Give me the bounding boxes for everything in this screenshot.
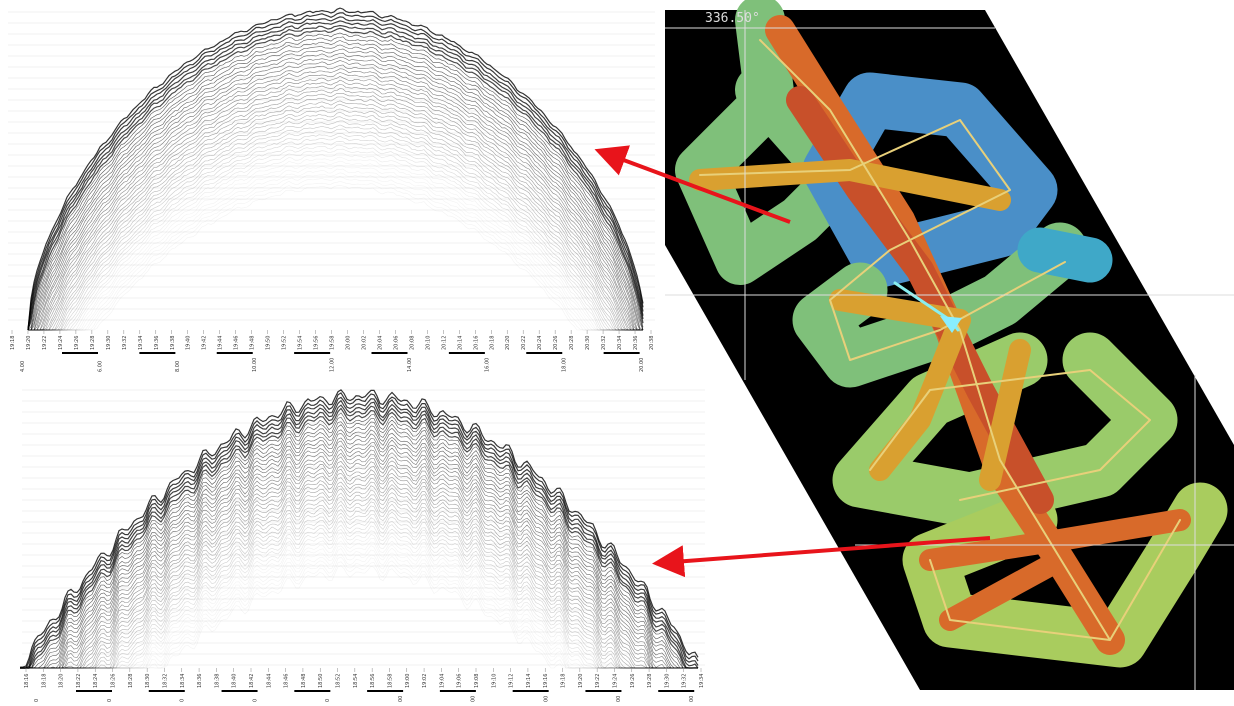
distance-label: 12.00 [330,358,336,372]
time-label: 18:32 [162,674,168,688]
distance-label: 6.00 [97,361,103,372]
time-label: 19:08 [474,674,480,688]
time-label: 20:12 [441,336,447,350]
time-label: 20:06 [393,336,399,350]
distance-label: 20.00 [639,358,645,372]
time-label: 18:22 [76,674,82,688]
distance-label: 18.00 [562,358,568,372]
time-label: 19:22 [42,336,48,350]
time-label: 19:54 [298,336,304,350]
time-label: 19:34 [138,336,144,350]
time-label: 18:36 [197,674,203,688]
time-label: 19:46 [234,336,240,350]
time-label: 19:56 [314,336,320,350]
distance-label: 17.00 [616,696,622,702]
distance-label: 14.00 [407,358,413,372]
time-label: 19:14 [526,674,532,688]
time-label: 20:18 [489,336,495,350]
distance-label: 19.00 [689,696,695,702]
time-label: 20:02 [361,336,367,350]
time-label: 19:02 [422,674,428,688]
time-label: 18:56 [370,674,376,688]
distance-label: 10.00 [252,358,258,372]
time-label: 19:36 [154,336,160,350]
time-label: 20:08 [409,336,415,350]
heading-label: 336.50° [705,11,760,26]
time-label: 18:58 [387,674,393,688]
time-label: 18:50 [318,674,324,688]
time-label: 19:18 [561,674,567,688]
time-label: 19:22 [595,674,601,688]
time-label: 19:32 [682,674,688,688]
time-label: 18:16 [24,674,30,688]
time-label: 19:44 [218,336,224,350]
time-label: 20:30 [585,336,591,350]
time-label: 20:20 [505,336,511,350]
time-label: 20:00 [345,336,351,350]
time-label: 19:18 [10,336,16,350]
time-label: 19:52 [282,336,288,350]
time-label: 19:04 [439,674,445,688]
time-label: 19:50 [266,336,272,350]
time-label: 20:04 [377,336,383,350]
time-label: 20:16 [473,336,479,350]
time-label: 19:24 [612,674,618,688]
time-label: 20:22 [521,336,527,350]
time-label: 19:42 [202,336,208,350]
time-label: 18:28 [128,674,134,688]
time-label: 20:24 [537,336,543,350]
distance-label: 11.00 [398,696,404,702]
time-label: 19:06 [457,674,463,688]
time-label: 20:26 [553,336,559,350]
time-label: 19:28 [90,336,96,350]
time-label: 19:10 [491,674,497,688]
time-label: 20:34 [617,336,623,350]
time-label: 18:34 [180,674,186,688]
time-label: 20:36 [633,336,639,350]
time-label: 18:40 [232,674,238,688]
time-label: 18:42 [249,674,255,688]
time-label: 19:40 [186,336,192,350]
time-label: 19:20 [26,336,32,350]
time-label: 19:30 [664,674,670,688]
distance-label: 13.00 [471,696,477,702]
time-label: 18:38 [214,674,220,688]
time-label: 19:24 [58,336,64,350]
distance-label: 8.00 [175,361,181,372]
time-label: 18:18 [41,674,47,688]
time-label: 19:34 [699,674,705,688]
time-label: 19:00 [405,674,411,688]
time-label: 18:30 [145,674,151,688]
time-label: 19:28 [647,674,653,688]
time-label: 19:12 [509,674,515,688]
time-label: 19:26 [74,336,80,350]
time-label: 18:46 [284,674,290,688]
time-label: 20:14 [457,336,463,350]
time-label: 18:52 [336,674,342,688]
distance-label: 4.00 [20,361,26,372]
time-label: 18:24 [93,674,99,688]
time-label: 20:32 [601,336,607,350]
time-label: 20:10 [425,336,431,350]
time-label: 19:32 [122,336,128,350]
time-label: 18:48 [301,674,307,688]
distance-label: 16.00 [484,358,490,372]
time-label: 19:38 [170,336,176,350]
distance-label: 15.00 [543,696,549,702]
figure: 19:18 19:20 19:22 19:24 19:26 19:28 19:30 19:32… [0,0,1234,702]
time-label: 18:44 [266,674,272,688]
time-label: 19:48 [250,336,256,350]
time-label: 19:16 [543,674,549,688]
time-label: 18:20 [59,674,65,688]
time-label: 18:26 [111,674,117,688]
time-label: 20:38 [649,336,655,350]
time-label: 19:26 [630,674,636,688]
time-label: 19:30 [106,336,112,350]
time-label: 19:58 [330,336,336,350]
time-label: 19:20 [578,674,584,688]
time-label: 18:54 [353,674,359,688]
time-label: 20:28 [569,336,575,350]
